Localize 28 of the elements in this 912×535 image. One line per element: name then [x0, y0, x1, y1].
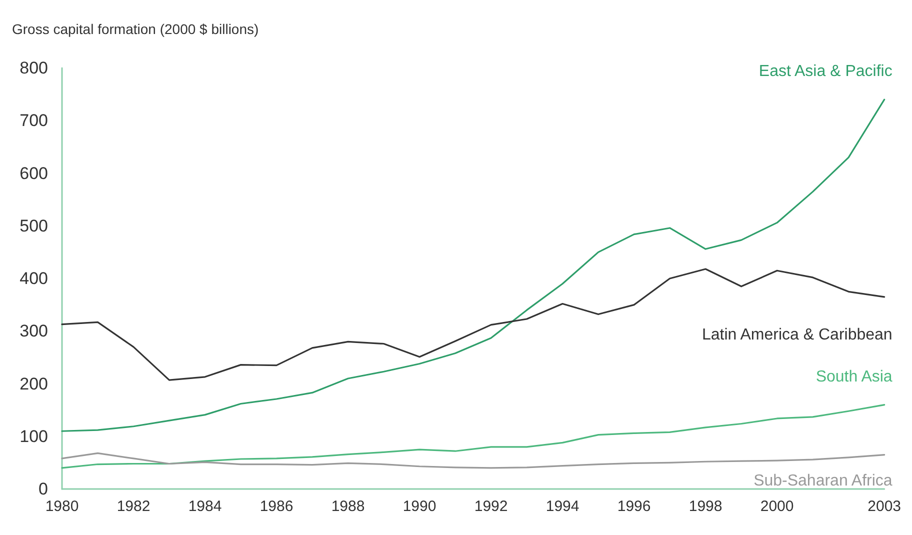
x-tick-label: 1986	[260, 498, 294, 515]
x-tick-label: 2003	[868, 498, 902, 515]
y-tick-label: 500	[20, 216, 48, 236]
y-tick-label: 800	[20, 58, 48, 78]
line-series	[61, 452, 886, 469]
y-tick-label: 600	[20, 164, 48, 183]
line-series	[61, 404, 886, 469]
y-axis-title: Gross capital formation (2000 $ billions)	[12, 21, 259, 37]
y-tick-label: 0	[38, 480, 48, 498]
y-tick-label: 100	[20, 426, 48, 446]
y-tick-label: 200	[20, 374, 48, 394]
series-label: East Asia & Pacific	[758, 63, 892, 80]
x-tick-label: 1992	[474, 498, 508, 515]
x-tick-label: 1982	[116, 498, 150, 515]
x-tick-label: 1996	[617, 498, 651, 515]
y-tick-label: 400	[20, 269, 48, 288]
series-label: South Asia	[816, 368, 892, 386]
x-tick-label: 1990	[402, 498, 436, 515]
x-tick-label: 1988	[331, 498, 365, 515]
y-tick-label: 300	[20, 322, 48, 341]
x-tick-label: 1998	[688, 498, 722, 515]
x-tick-label: 2000	[760, 498, 794, 515]
x-tick-label: 1980	[45, 498, 79, 515]
x-tick-label: 1984	[188, 498, 222, 515]
series-label: Sub-Saharan Africa	[754, 472, 892, 490]
x-tick-label: 1994	[546, 498, 580, 515]
y-tick-label: 700	[20, 111, 48, 130]
series-label: Latin America & Caribbean	[702, 326, 892, 344]
